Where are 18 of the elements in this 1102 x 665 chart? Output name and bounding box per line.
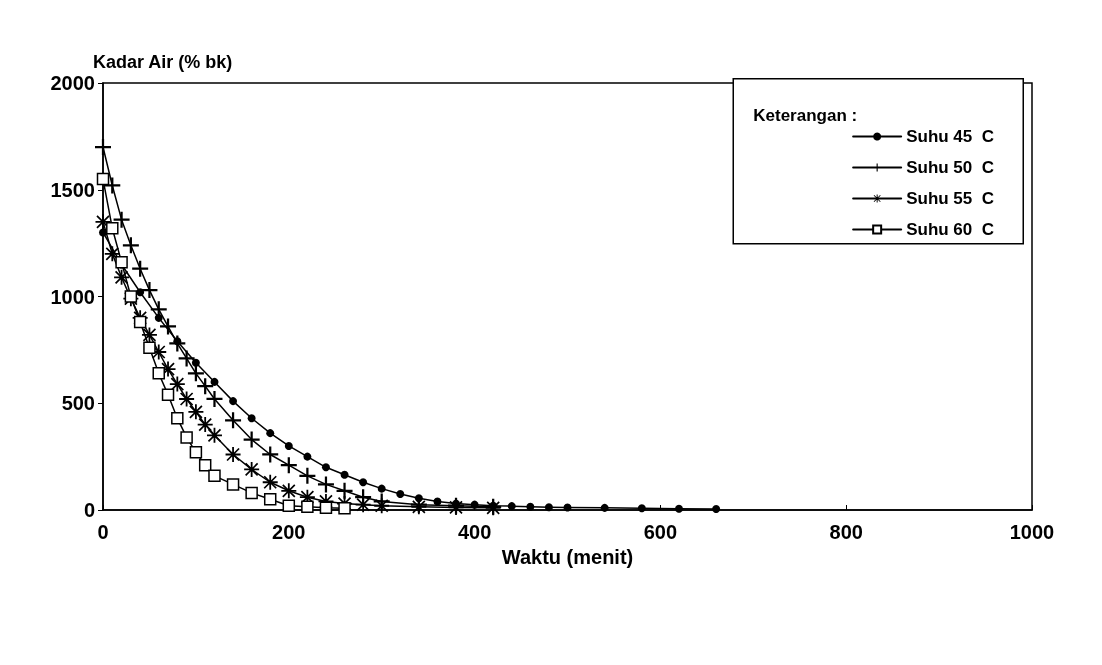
legend-label: Suhu 50 C xyxy=(906,158,995,177)
legend-label: Suhu 45 C xyxy=(906,127,995,146)
x-tick-label: 0 xyxy=(97,521,109,543)
x-tick-label: 800 xyxy=(829,521,863,543)
x-tick-label: 200 xyxy=(272,521,306,543)
legend-label: Suhu 55 C xyxy=(906,189,995,208)
y-tick-label: 500 xyxy=(61,392,95,415)
x-tick-label: 1000 xyxy=(1009,521,1055,543)
y-axis-title: Kadar Air (% bk) xyxy=(93,52,233,72)
legend-label: Suhu 60 C xyxy=(906,220,995,239)
y-tick-label: 2000 xyxy=(50,72,95,94)
y-tick-label: 1500 xyxy=(50,178,95,201)
y-tick-label: 1000 xyxy=(50,285,95,308)
x-axis-title: Waktu (menit) xyxy=(501,545,634,568)
x-tick-label: 400 xyxy=(457,521,492,543)
legend-title: Keterangan : xyxy=(753,105,858,125)
x-tick-label: 600 xyxy=(643,521,678,543)
y-tick-label: 0 xyxy=(83,499,95,521)
